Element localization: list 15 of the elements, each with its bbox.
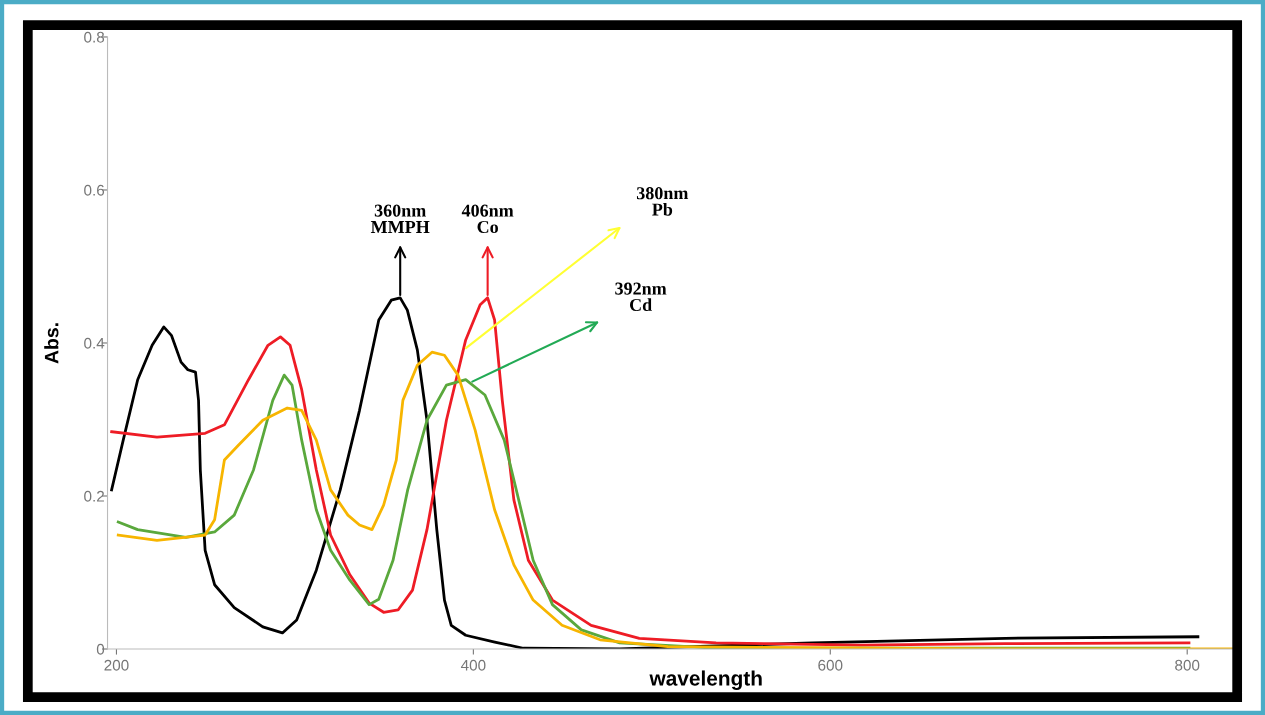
x-tick-label: 600 [818, 659, 843, 671]
x-tick-label: 400 [460, 659, 486, 671]
y-tick-label: 0.6 [84, 184, 105, 196]
x-tick-label: 800 [1175, 659, 1200, 671]
x-axis-title: wavelength [649, 670, 762, 690]
annotation: 406nm Co [461, 204, 514, 234]
annotation: 392nm Cd [615, 282, 667, 312]
x-tick-label: 200 [104, 659, 129, 671]
y-tick-label: 0.8 [84, 31, 105, 43]
annotation: 380nm Pb [636, 187, 689, 216]
annotation: 360nm MMPH [370, 204, 430, 233]
y-tick-label: 0 [96, 643, 105, 655]
y-tick-label: 0.2 [84, 490, 104, 502]
y-axis-title: Abs. [44, 323, 59, 364]
y-tick-label: 0.4 [84, 337, 105, 349]
